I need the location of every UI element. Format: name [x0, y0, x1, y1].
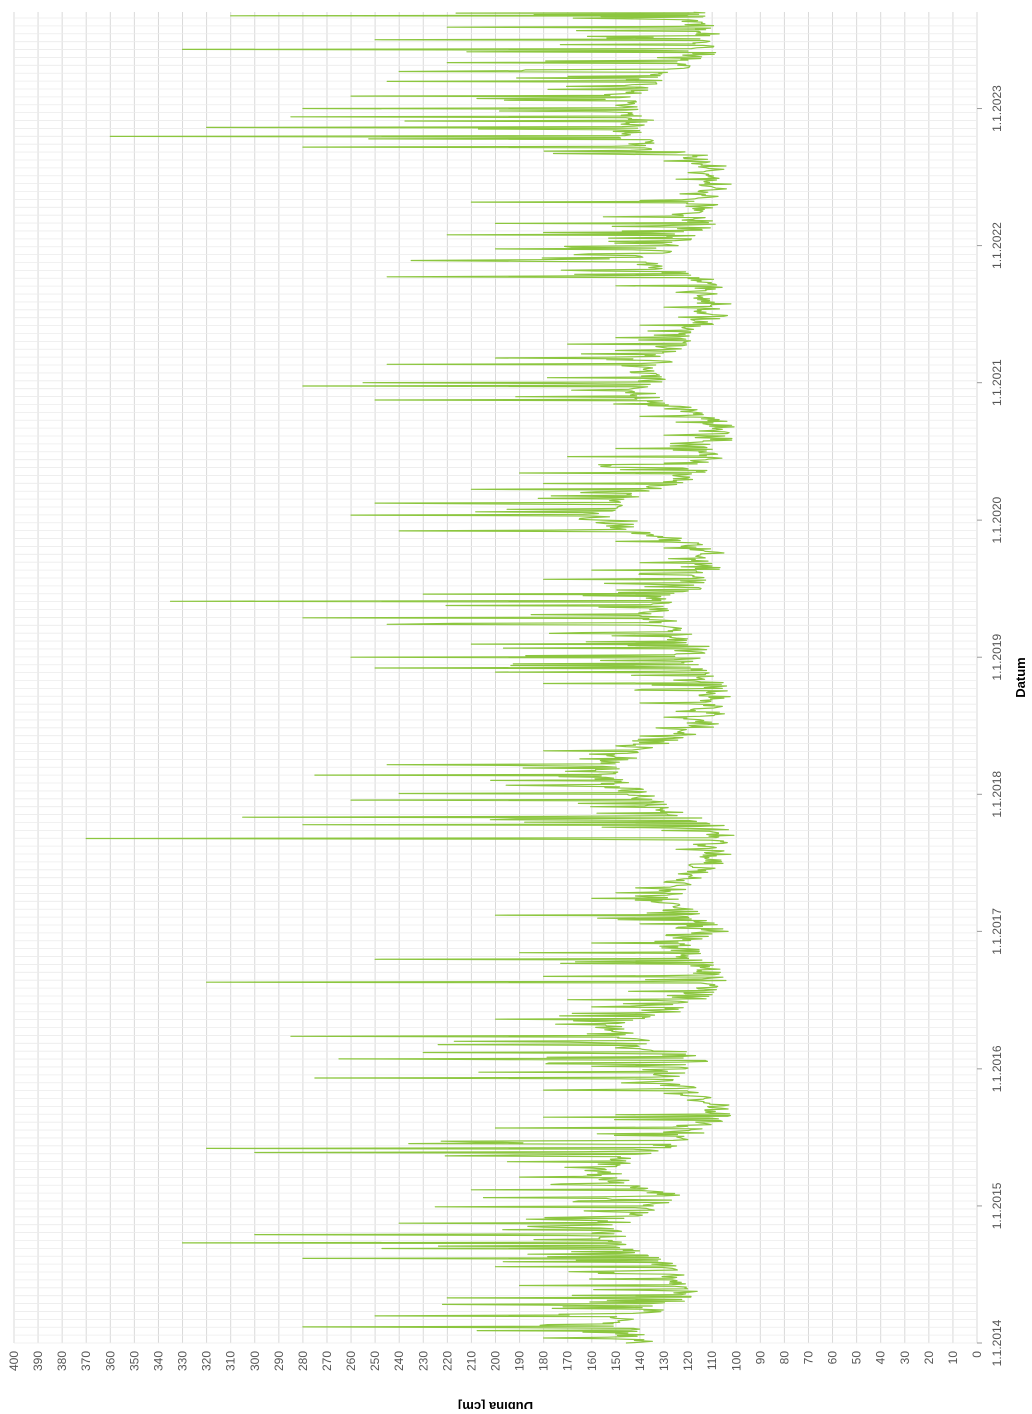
- y-tick-label-1: 390: [31, 1351, 45, 1371]
- y-axis-title: Dubina [cm]: [458, 1399, 533, 1409]
- vertical-gridlines: [13, 12, 978, 1343]
- x-tick-label-9: 1.1.2023: [990, 85, 1004, 132]
- x-tick-label-5: 1.1.2019: [990, 634, 1004, 681]
- series-line: [85, 11, 735, 1344]
- x-tick-label-3: 1.1.2017: [990, 908, 1004, 955]
- y-tick-label-20: 200: [489, 1351, 503, 1371]
- y-tick-labels: 400 390 380 370 360 350 340 330 320 310 300 290 280 2…: [7, 1351, 984, 1371]
- y-tick-label-34: 60: [826, 1351, 840, 1365]
- y-tick-label-28: 120: [681, 1351, 695, 1371]
- y-tick-label-10: 300: [248, 1351, 262, 1371]
- y-tick-label-21: 190: [513, 1351, 527, 1371]
- y-tick-label-2: 380: [55, 1351, 69, 1371]
- y-tick-label-15: 250: [368, 1351, 382, 1371]
- y-tick-label-0: 400: [7, 1351, 21, 1371]
- y-tick-label-18: 220: [440, 1351, 454, 1371]
- y-tick-label-25: 150: [609, 1351, 623, 1371]
- y-tick-label-4: 360: [103, 1351, 117, 1371]
- x-tick-label-7: 1.1.2021: [990, 359, 1004, 406]
- x-tick-label-4: 1.1.2018: [990, 771, 1004, 818]
- x-tick-labels: 1.1.2014 1.1.2015 1.1.2016 1.1.2017 1.1.2018…: [977, 85, 1004, 1366]
- x-tick-label-8: 1.1.2022: [990, 222, 1004, 269]
- y-tick-label-32: 80: [777, 1351, 791, 1365]
- y-tick-label-30: 100: [729, 1351, 743, 1371]
- y-tick-label-35: 50: [850, 1351, 864, 1365]
- y-tick-label-17: 230: [416, 1351, 430, 1371]
- y-tick-label-11: 290: [272, 1351, 286, 1371]
- y-tick-label-40: 0: [970, 1351, 984, 1358]
- x-tick-label-1: 1.1.2015: [990, 1182, 1004, 1229]
- y-tick-label-26: 140: [633, 1351, 647, 1371]
- y-tick-label-37: 30: [898, 1351, 912, 1365]
- y-tick-label-9: 310: [224, 1351, 238, 1371]
- y-tick-label-6: 340: [151, 1351, 165, 1371]
- y-tick-label-3: 370: [79, 1351, 93, 1371]
- y-tick-label-39: 10: [946, 1351, 960, 1365]
- x-tick-label-0: 1.1.2014: [990, 1319, 1004, 1366]
- y-tick-label-7: 330: [176, 1351, 190, 1371]
- y-tick-label-16: 240: [392, 1351, 406, 1371]
- y-tick-label-33: 70: [801, 1351, 815, 1365]
- y-tick-label-31: 90: [753, 1351, 767, 1365]
- horizontal-gridlines: [14, 17, 977, 1344]
- y-tick-label-13: 270: [320, 1351, 334, 1371]
- y-tick-label-29: 110: [705, 1351, 719, 1370]
- x-tick-label-6: 1.1.2020: [990, 496, 1004, 543]
- y-tick-label-5: 350: [127, 1351, 141, 1371]
- y-tick-label-36: 40: [874, 1351, 888, 1365]
- y-tick-label-22: 180: [537, 1351, 551, 1371]
- y-tick-label-27: 130: [657, 1351, 671, 1371]
- y-tick-label-24: 160: [585, 1351, 599, 1371]
- y-tick-label-23: 170: [561, 1351, 575, 1371]
- y-tick-label-12: 280: [296, 1351, 310, 1371]
- y-tick-label-8: 320: [200, 1351, 214, 1371]
- y-tick-label-14: 260: [344, 1351, 358, 1371]
- y-tick-label-19: 210: [464, 1351, 478, 1371]
- x-axis-title: Datum: [1013, 657, 1028, 697]
- y-tick-label-38: 20: [922, 1351, 936, 1365]
- x-tick-label-2: 1.1.2016: [990, 1045, 1004, 1092]
